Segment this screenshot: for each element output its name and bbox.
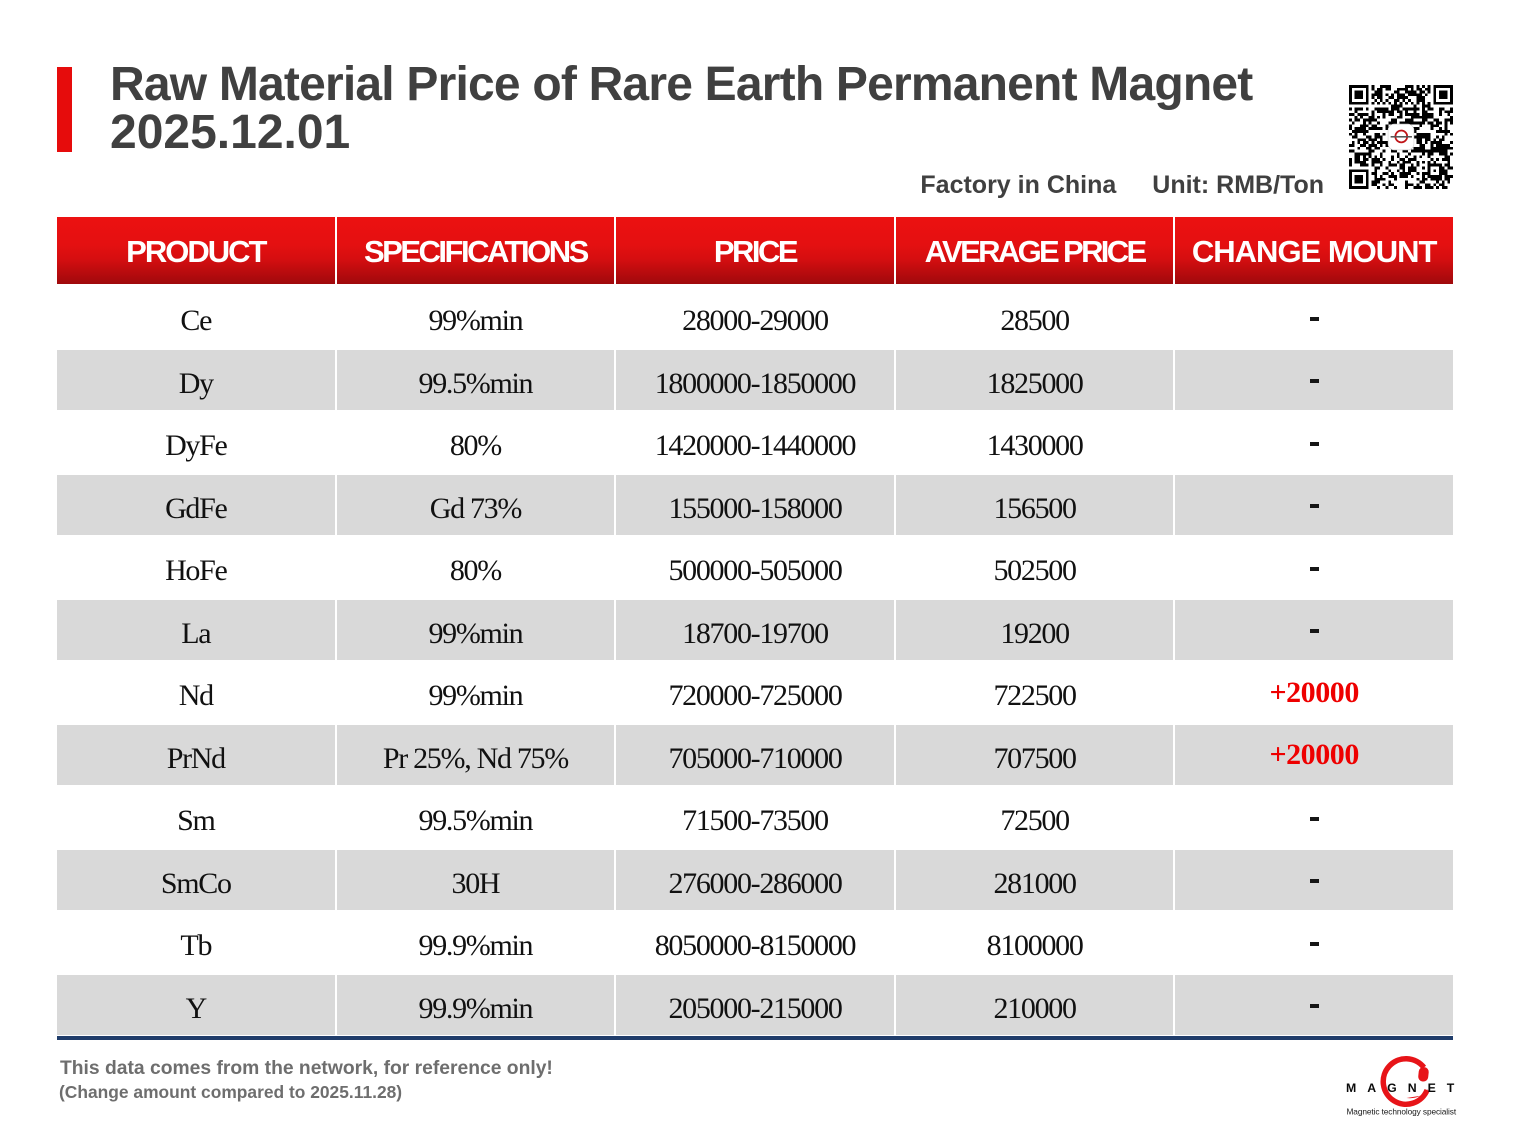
svg-text:Magnetic technology specialist: Magnetic technology specialist — [1347, 1107, 1457, 1117]
svg-text:MAGNET: MAGNET — [1346, 1081, 1465, 1095]
